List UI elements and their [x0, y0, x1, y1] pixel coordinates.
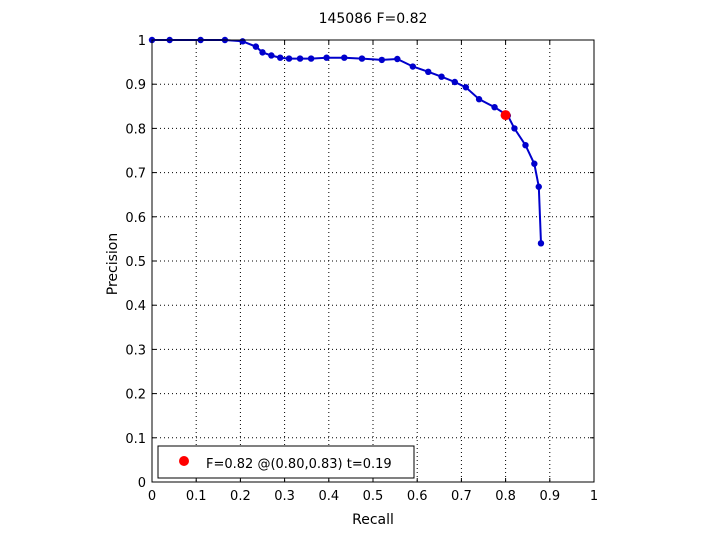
- x-tick-label: 0.8: [495, 489, 516, 504]
- y-tick-label: 0.5: [125, 255, 146, 270]
- data-point: [285, 55, 293, 62]
- y-tick-label: 0.4: [125, 299, 146, 314]
- x-tick-label: 0.1: [186, 489, 207, 504]
- data-point: [491, 103, 498, 111]
- x-axis-label: Recall: [352, 512, 394, 528]
- x-tick-label: 0.3: [274, 489, 295, 504]
- x-tick-label: 0.9: [539, 489, 560, 504]
- y-tick-label: 0.2: [125, 388, 146, 403]
- data-point: [462, 84, 470, 91]
- y-axis-label: Precision: [105, 233, 121, 295]
- x-tick-label: 0.2: [230, 489, 251, 504]
- tick-labels: 0 0.1 0.2 0.3 0.4 0.5 0.6 0.7 0.8 0.9 1 0 0.1 0.2 0.3 0…: [125, 34, 598, 504]
- legend: F=0.82 @(0.80,0.83) t=0.19: [157, 445, 415, 479]
- data-point: [451, 78, 458, 86]
- data-point: [537, 240, 545, 247]
- data-point: [259, 49, 266, 56]
- y-tick-label: 0.3: [125, 343, 146, 358]
- data-point: [296, 55, 304, 62]
- chart-title: 145086 F=0.82: [319, 11, 428, 27]
- data-point: [378, 56, 386, 64]
- data-point: [276, 54, 284, 61]
- data-point: [239, 38, 246, 45]
- x-tick-label: 1: [590, 489, 598, 504]
- data-point: [307, 55, 315, 62]
- data-point: [358, 55, 366, 62]
- x-tick-label: 0.4: [318, 489, 339, 504]
- y-tick-label: 0.9: [125, 78, 146, 93]
- data-point: [511, 125, 518, 132]
- y-tick-label: 0.8: [125, 122, 146, 137]
- data-point: [323, 54, 330, 61]
- data-point: [409, 63, 416, 70]
- grid: [152, 40, 594, 482]
- data-point: [252, 43, 260, 50]
- legend-box: [157, 445, 415, 479]
- data-point: [535, 183, 542, 190]
- data-point: [531, 160, 538, 167]
- data-point: [268, 52, 275, 59]
- x-tick-label: 0.5: [363, 489, 384, 504]
- data-point: [475, 96, 483, 103]
- x-tick-label: 0.6: [407, 489, 428, 504]
- x-tick-label: 0: [148, 489, 156, 504]
- y-tick-label: 1: [138, 34, 146, 49]
- data-point: [438, 73, 445, 80]
- x-tick-label: 0.7: [451, 489, 472, 504]
- y-tick-label: 0.7: [125, 167, 146, 182]
- y-tick-label: 0.6: [125, 211, 146, 226]
- legend-label: F=0.82 @(0.80,0.83) t=0.19: [206, 457, 392, 472]
- legend-marker: [179, 456, 189, 466]
- series: [148, 36, 545, 247]
- y-tick-label: 0: [138, 476, 146, 491]
- plot-frame: [151, 39, 595, 483]
- data-point: [341, 54, 348, 61]
- data-point: [522, 141, 529, 149]
- data-point: [425, 68, 432, 76]
- data-point: [394, 55, 401, 63]
- y-tick-label: 0.1: [125, 432, 146, 447]
- best-f-point: [500, 110, 511, 121]
